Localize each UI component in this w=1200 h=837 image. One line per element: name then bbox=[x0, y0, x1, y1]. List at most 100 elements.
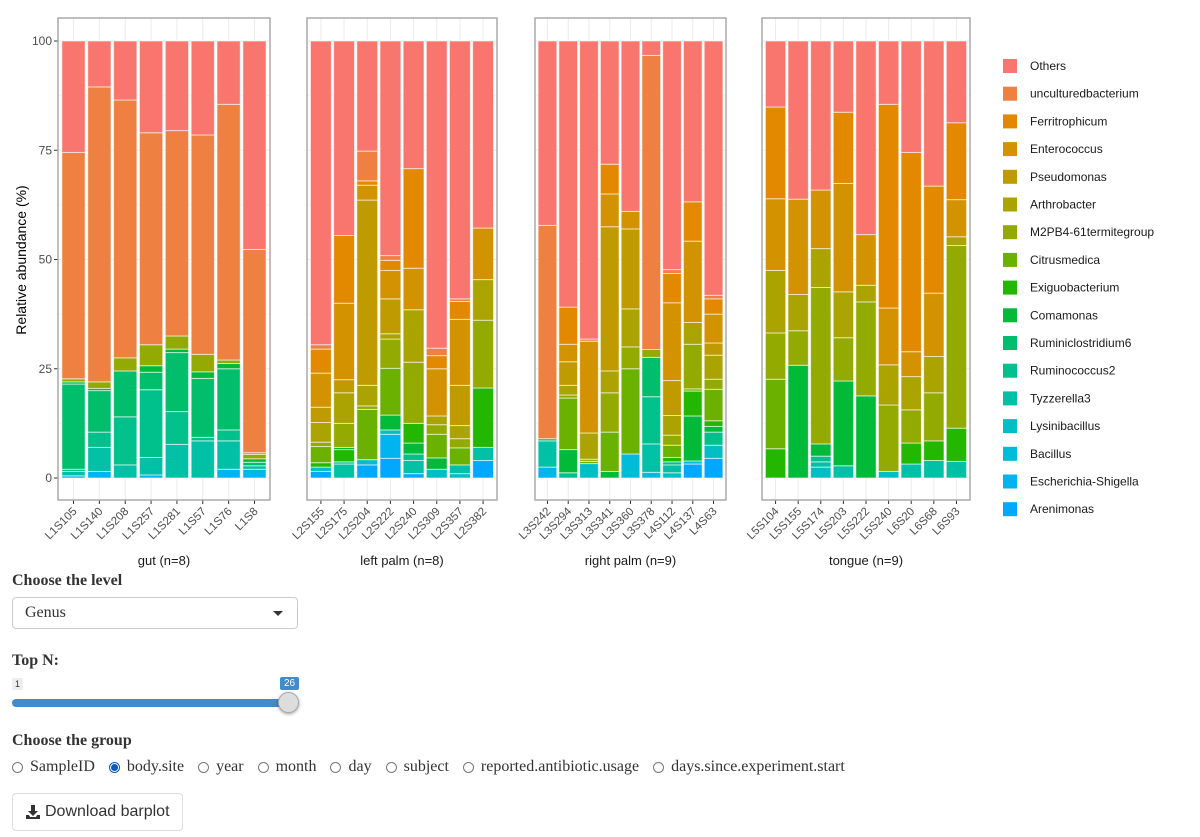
radio-month[interactable]: month bbox=[257, 758, 316, 776]
bar-segment-tyzzerella3 bbox=[662, 464, 682, 474]
radio-button-icon[interactable] bbox=[257, 761, 269, 773]
radio-sampleid[interactable]: SampleID bbox=[12, 758, 95, 776]
radio-year[interactable]: year bbox=[198, 758, 244, 776]
bar-segment-comamonas bbox=[402, 442, 425, 455]
legend-label: Exiguobacterium bbox=[1030, 281, 1119, 295]
bar-segment-exiguobacterium bbox=[703, 420, 724, 427]
bar-segment-ruminococcus2 bbox=[810, 455, 832, 463]
bar-segment-unculturedbacterium bbox=[356, 150, 379, 182]
bar-segment-ferritrophicum bbox=[703, 298, 724, 315]
bar-segment-others bbox=[190, 40, 215, 136]
y-axis-label: Relative abundance (%) bbox=[13, 185, 29, 334]
level-select[interactable]: Genus bbox=[12, 597, 298, 629]
bar-segment-m2pb4-61termitegroup bbox=[216, 359, 241, 365]
radio-button-icon[interactable] bbox=[198, 761, 210, 773]
bar-segment-enterococcus bbox=[402, 267, 425, 311]
bar-segment-m2pb4-61termitegroup bbox=[599, 392, 620, 433]
x-tick-label: L1S57 bbox=[177, 506, 209, 538]
bar-segment-ferritrophicum bbox=[945, 122, 968, 201]
bar-segment-tyzzerella3 bbox=[190, 440, 215, 479]
bar-segment-ferritrophicum bbox=[449, 300, 471, 320]
bar-segment-lysinibacillus bbox=[877, 470, 900, 479]
bar-segment-escherichia-shigella bbox=[537, 466, 558, 479]
radio-button-icon[interactable] bbox=[462, 761, 474, 773]
bar-segment-m2pb4-61termitegroup bbox=[164, 335, 190, 350]
bar-segment-arenimonas bbox=[402, 473, 425, 479]
bar-segment-exiguobacterium bbox=[402, 422, 425, 444]
radio-subject[interactable]: subject bbox=[385, 758, 449, 776]
caret-down-icon bbox=[273, 611, 283, 616]
bar-segment-unculturedbacterium bbox=[113, 99, 138, 359]
bar-segment-citrusmedica bbox=[662, 444, 682, 458]
bar-segment-others bbox=[787, 40, 809, 200]
radio-body-site[interactable]: body.site bbox=[108, 758, 184, 776]
bar-segment-m2pb4-61termitegroup bbox=[309, 441, 332, 448]
radio-days-since-experiment-start[interactable]: days.since.experiment.start bbox=[653, 758, 845, 776]
bar-segment-others bbox=[703, 40, 724, 296]
bar-segment-tyzzerella3 bbox=[900, 463, 922, 479]
legend-label: Others bbox=[1030, 59, 1066, 73]
facet-panel: L5S104L5S155L5S174L5S203L5S222L5S240L6S2… bbox=[745, 17, 971, 568]
bar-segment-arenimonas bbox=[356, 464, 379, 479]
bar-segment-lysinibacillus bbox=[703, 444, 724, 459]
bar-segment-pseudomonas bbox=[620, 228, 641, 310]
radio-button-icon[interactable] bbox=[385, 761, 397, 773]
radio-button-icon[interactable] bbox=[330, 761, 342, 773]
bar-segment-unculturedbacterium bbox=[216, 103, 241, 361]
bar-segment-ferritrophicum bbox=[558, 306, 579, 345]
legend-swatch bbox=[1003, 502, 1017, 517]
bar-segment-enterococcus bbox=[379, 269, 402, 300]
radio-label: SampleID bbox=[30, 758, 95, 775]
bar-segment-arthrobacter bbox=[579, 432, 599, 460]
bar-segment-lysinibacillus bbox=[810, 466, 832, 479]
legend-label: Escherichia-Shigella bbox=[1030, 475, 1139, 489]
facet-panel: L3S242L3S294L3S313L3S341L3S360L3S378L4S1… bbox=[517, 17, 727, 568]
y-tick-label: 50 bbox=[39, 253, 53, 267]
radio-button-icon[interactable] bbox=[653, 761, 665, 773]
bar-segment-m2pb4-61termitegroup bbox=[923, 392, 945, 442]
bar-segment-m2pb4-61termitegroup bbox=[764, 332, 787, 380]
bar-segment-pseudomonas bbox=[558, 361, 579, 386]
radio-reported-antibiotic-usage[interactable]: reported.antibiotic.usage bbox=[462, 758, 639, 776]
topn-slider-handle[interactable] bbox=[278, 692, 299, 713]
bar-segment-unculturedbacterium bbox=[61, 151, 86, 380]
bar-segment-enterococcus bbox=[923, 292, 945, 358]
radio-button-icon[interactable] bbox=[12, 761, 23, 773]
bar-segment-arenimonas bbox=[379, 457, 402, 479]
bar-segment-comamonas bbox=[682, 415, 703, 462]
bar-segment-arthrobacter bbox=[425, 415, 448, 426]
bar-segment-m2pb4-61termitegroup bbox=[855, 301, 877, 397]
bar-segment-others bbox=[164, 40, 190, 132]
bar-segment-ruminococcus2 bbox=[402, 453, 425, 462]
bar-segment-others bbox=[472, 40, 495, 229]
bar-segment-exiguobacterium bbox=[945, 427, 968, 462]
bar-segment-enterococcus bbox=[703, 313, 724, 344]
bar-segment-bacillus bbox=[641, 471, 662, 479]
topn-slider-track[interactable] bbox=[12, 699, 290, 707]
bar-segment-arthrobacter bbox=[356, 384, 379, 407]
legend-label: M2PB4-61termitegroup bbox=[1030, 225, 1154, 239]
bar-segment-others bbox=[402, 40, 425, 170]
bar-segment-tyzzerella3 bbox=[164, 443, 190, 479]
bar-segment-comamonas bbox=[190, 371, 215, 379]
radio-label: subject bbox=[403, 758, 449, 775]
bar-segment-comamonas bbox=[164, 348, 190, 354]
bar-segment-arthrobacter bbox=[923, 356, 945, 394]
radio-day[interactable]: day bbox=[330, 758, 372, 776]
bar-segment-ruminococcus2 bbox=[164, 411, 190, 445]
bar-segment-unculturedbacterium bbox=[164, 130, 190, 337]
bar-segment-comamonas bbox=[242, 458, 267, 463]
bar-segment-others bbox=[641, 40, 662, 56]
bar-segment-comamonas bbox=[703, 425, 724, 433]
legend-swatch bbox=[1003, 308, 1017, 323]
facet-strip-label: gut (n=8) bbox=[138, 553, 190, 568]
bar-segment-others bbox=[945, 40, 968, 124]
radio-button-icon[interactable] bbox=[108, 761, 120, 773]
bar-segment-pseudomonas bbox=[356, 199, 379, 386]
bar-segment-tyzzerella3 bbox=[923, 460, 945, 479]
bar-segment-others bbox=[425, 40, 448, 349]
legend-label: Ruminococcus2 bbox=[1030, 364, 1116, 378]
bar-segment-ruminiclostridium6 bbox=[87, 390, 112, 433]
download-barplot-button[interactable]: Download barplot bbox=[12, 793, 183, 831]
legend-swatch bbox=[1003, 252, 1017, 267]
